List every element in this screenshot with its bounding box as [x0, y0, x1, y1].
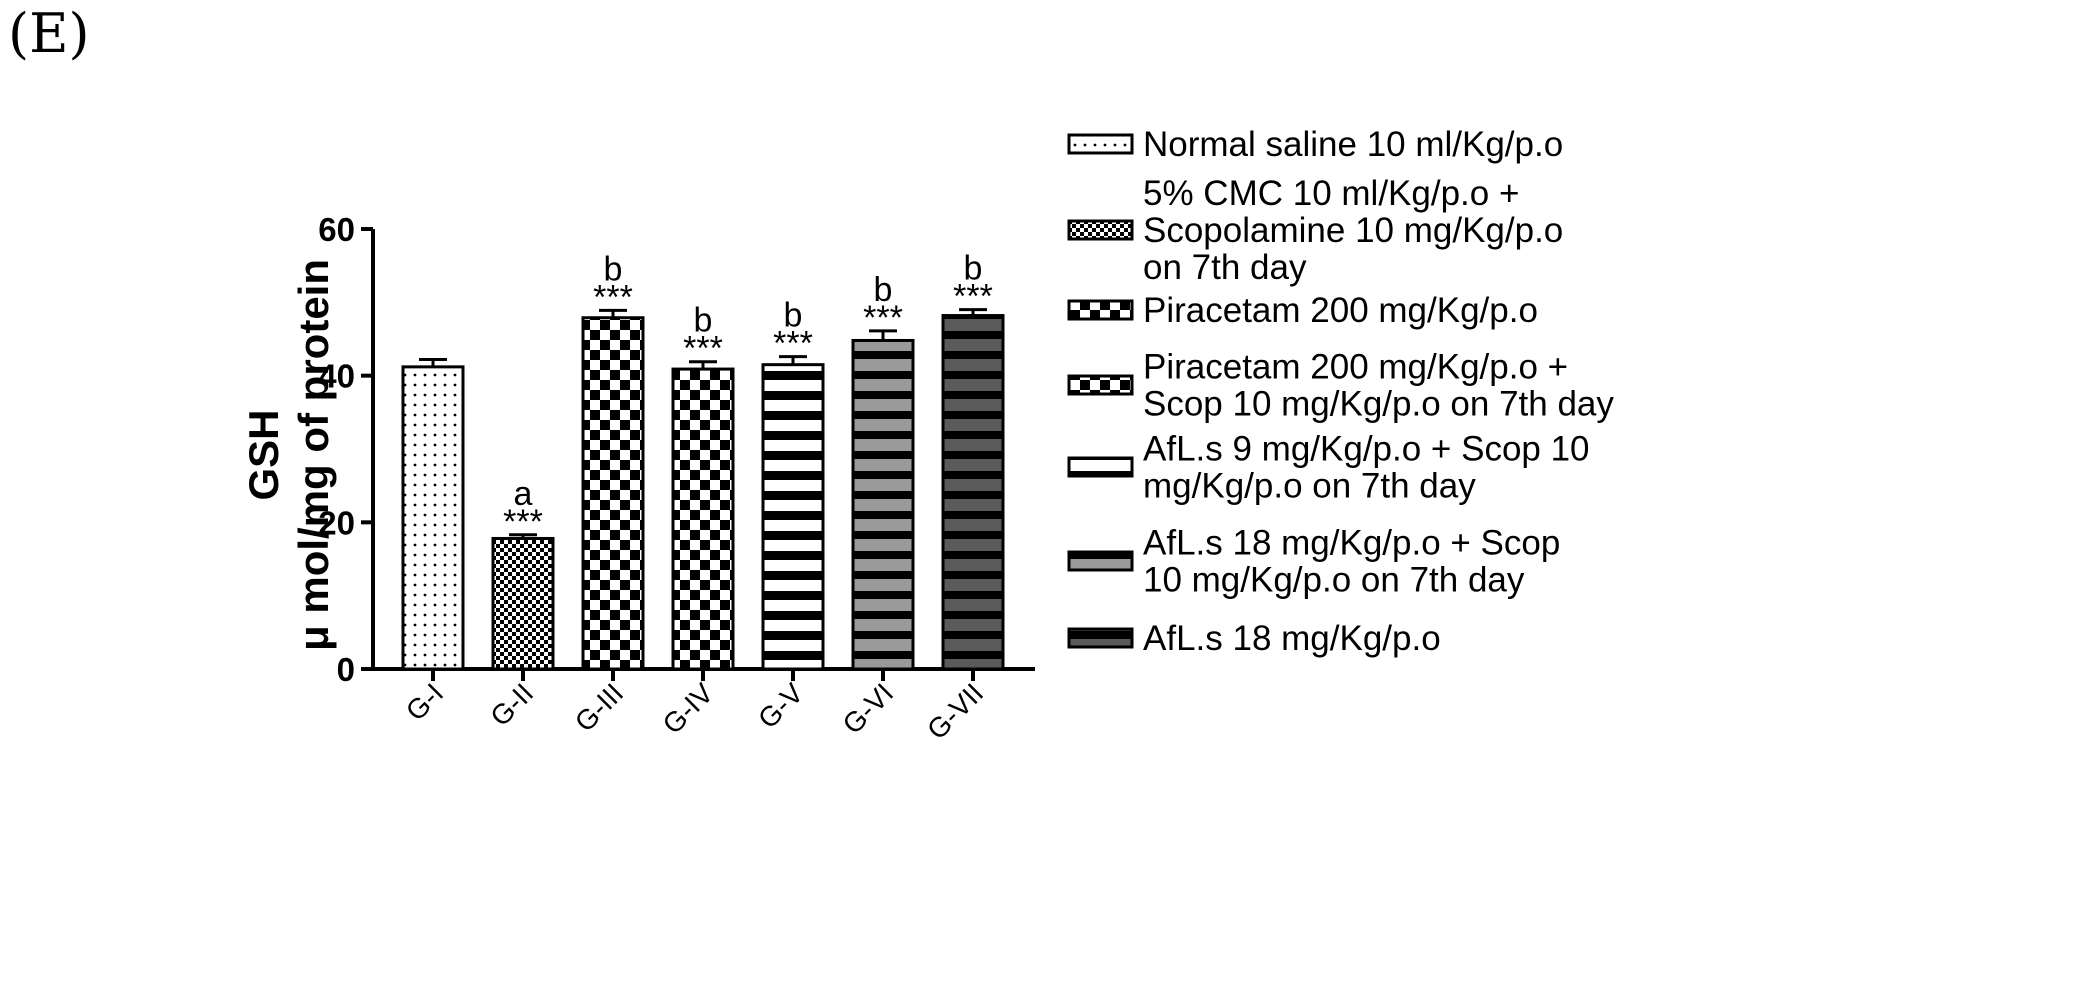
significance-label: ***: [953, 278, 993, 316]
legend-label: Scop 10 mg/Kg/p.o on 7th day: [1143, 385, 1614, 424]
legend-label: on 7th day: [1143, 248, 1307, 287]
legend-swatch: [1067, 550, 1134, 572]
legend-swatch: [1067, 627, 1134, 649]
significance-label: ***: [593, 278, 633, 316]
group-letter-label: b: [694, 302, 713, 340]
legend-swatch: [1067, 374, 1134, 396]
bar-G-III: [581, 316, 645, 671]
y-tick-label: 60: [318, 211, 355, 248]
bar-G-II: [491, 536, 555, 671]
x-tick-label: G-III: [569, 677, 629, 737]
x-tick-label: G-VI: [837, 677, 900, 740]
legend-swatch: [1067, 299, 1134, 321]
significance-label: ***: [863, 299, 903, 337]
group-letter-label: b: [784, 297, 803, 335]
legend-entry: Piracetam 200 mg/Kg/p.o: [1067, 291, 1538, 330]
legend-label: 10 mg/Kg/p.o on 7th day: [1143, 561, 1525, 600]
group-letter-label: b: [874, 271, 893, 309]
y-tick-label: 20: [318, 504, 355, 541]
legend-label: Piracetam 200 mg/Kg/p.o: [1143, 291, 1538, 330]
bar-G-VII: [941, 314, 1005, 671]
legend-label: Piracetam 200 mg/Kg/p.o +: [1143, 348, 1568, 387]
bar-G-V: [761, 363, 825, 671]
y-tick-label: 40: [318, 358, 355, 395]
x-tick-label: G-VII: [921, 677, 989, 745]
legend-entry: 5% CMC 10 ml/Kg/p.o +Scopolamine 10 mg/K…: [1067, 174, 1563, 287]
legend-label: Normal saline 10 ml/Kg/p.o: [1143, 125, 1563, 164]
legend-swatch: [1067, 219, 1134, 241]
x-tick-label: G-IV: [657, 677, 720, 740]
legend: Normal saline 10 ml/Kg/p.o 5% CMC 10 ml/K…: [1067, 125, 1614, 658]
group-letter-label: b: [604, 250, 623, 288]
legend-label: 5% CMC 10 ml/Kg/p.o +: [1143, 174, 1519, 213]
legend-label: AfL.s 18 mg/Kg/p.o + Scop: [1143, 524, 1560, 563]
bar-G-IV: [671, 367, 735, 671]
legend-label: Scopolamine 10 mg/Kg/p.o: [1143, 211, 1563, 250]
legend-label: mg/Kg/p.o on 7th day: [1143, 467, 1476, 506]
significance-label: ***: [503, 503, 543, 541]
legend-label: AfL.s 18 mg/Kg/p.o: [1143, 619, 1441, 658]
legend-entry: AfL.s 18 mg/Kg/p.o: [1067, 619, 1441, 658]
y-tick-label: 0: [337, 651, 355, 688]
group-letter-label: a: [514, 475, 533, 513]
x-tick-label: G-II: [484, 677, 539, 732]
legend-label: AfL.s 9 mg/Kg/p.o + Scop 10: [1143, 430, 1590, 469]
bar-G-I: [401, 365, 465, 671]
legend-swatch: [1067, 133, 1134, 155]
x-tick-label: G-V: [752, 677, 809, 734]
x-tick-label: G-I: [400, 677, 449, 726]
legend-swatch: [1067, 456, 1134, 478]
panel-label: (E): [8, 2, 90, 65]
significance-label: ***: [773, 325, 813, 363]
y-axis-title: GSH μ mol/mg of protein: [240, 259, 337, 651]
significance-label: ***: [683, 330, 723, 368]
group-letter-label: b: [964, 250, 983, 288]
legend-entry: Normal saline 10 ml/Kg/p.o: [1067, 125, 1563, 164]
legend-entry: Piracetam 200 mg/Kg/p.o +Scop 10 mg/Kg/p…: [1067, 348, 1614, 424]
y-axis-title-line2: μ mol/mg of protein: [290, 259, 337, 651]
y-axis-title-line1: GSH: [240, 409, 287, 500]
bar-G-VI: [851, 338, 915, 671]
